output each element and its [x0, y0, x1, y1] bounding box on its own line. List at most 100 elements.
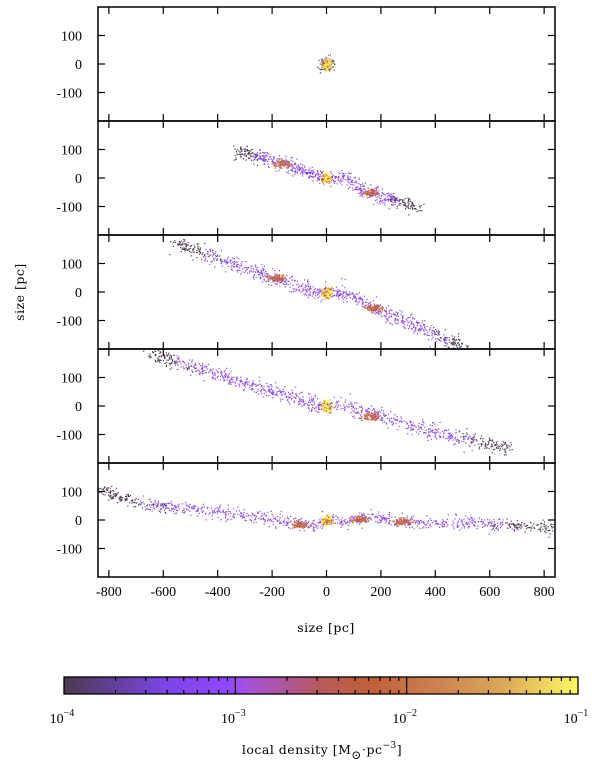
particle [125, 499, 127, 501]
particle [385, 310, 387, 312]
particle [341, 169, 343, 171]
particle [392, 417, 395, 419]
particle [439, 339, 441, 341]
particle [354, 297, 356, 299]
particle [213, 511, 215, 513]
particle [326, 60, 329, 62]
particle [377, 196, 379, 198]
particle [387, 518, 389, 520]
particle [158, 356, 160, 358]
particle [439, 334, 441, 336]
particle [273, 277, 275, 280]
particle [400, 421, 403, 423]
particle [314, 289, 316, 291]
particle [524, 531, 526, 533]
particle [342, 291, 344, 293]
particle [424, 333, 426, 335]
particle [382, 307, 385, 309]
particle [293, 520, 296, 522]
particle [305, 169, 307, 171]
particle [343, 176, 345, 178]
particle [277, 165, 280, 167]
particle [189, 250, 191, 252]
particle [239, 269, 241, 271]
particle [221, 372, 223, 374]
particle [215, 369, 217, 371]
particle [169, 364, 171, 366]
particle [291, 393, 294, 395]
particle [418, 329, 420, 331]
particle [324, 398, 327, 400]
particle [347, 176, 349, 178]
particle [491, 529, 493, 531]
particle [415, 208, 417, 210]
particle [287, 161, 290, 164]
particle [376, 414, 379, 416]
particle [243, 517, 246, 519]
particle [157, 500, 159, 503]
particle [192, 249, 194, 251]
particle [126, 493, 128, 496]
particle [361, 194, 364, 196]
particles [317, 54, 336, 74]
particle [385, 307, 387, 309]
particle [488, 437, 491, 439]
particle [329, 181, 331, 183]
particle [373, 306, 375, 309]
particle [329, 70, 331, 72]
particle [227, 375, 229, 377]
particle [275, 163, 277, 165]
particle [120, 495, 122, 497]
particle [329, 399, 331, 401]
particle [247, 157, 250, 159]
particle [243, 388, 245, 390]
particle [347, 520, 349, 522]
particle [323, 298, 325, 300]
particle [485, 445, 487, 448]
particle [545, 531, 547, 533]
particle [403, 199, 405, 201]
particle [208, 372, 210, 374]
particle [318, 178, 320, 180]
particle [550, 523, 552, 525]
particle [357, 186, 359, 189]
particle [470, 355, 471, 356]
particle [377, 191, 379, 194]
particle [227, 376, 229, 378]
particle [460, 436, 462, 438]
particle [361, 527, 363, 529]
particle [434, 334, 436, 336]
particle [428, 334, 430, 337]
particle [183, 362, 185, 364]
particle [406, 320, 408, 322]
particle [226, 519, 229, 521]
particle [383, 516, 385, 518]
particle [363, 513, 365, 515]
particle [344, 520, 346, 522]
particle [367, 410, 369, 412]
particle [238, 258, 240, 260]
particle [411, 328, 414, 330]
particle [245, 155, 247, 157]
particle [265, 159, 267, 161]
particle [246, 512, 248, 515]
particle [368, 411, 370, 413]
particle [454, 437, 456, 440]
particle [268, 159, 270, 161]
particle [151, 510, 153, 512]
particle [346, 184, 348, 186]
particle [378, 311, 380, 313]
particle [114, 492, 116, 495]
particle [461, 357, 462, 358]
particle [294, 173, 296, 176]
particle [335, 294, 337, 296]
particle [206, 253, 208, 255]
particle [360, 191, 362, 193]
particle [213, 259, 215, 261]
particle [403, 420, 405, 422]
particle [344, 399, 347, 401]
particle [225, 512, 227, 514]
particle [310, 403, 312, 406]
particle [374, 307, 377, 310]
particle [364, 192, 366, 194]
